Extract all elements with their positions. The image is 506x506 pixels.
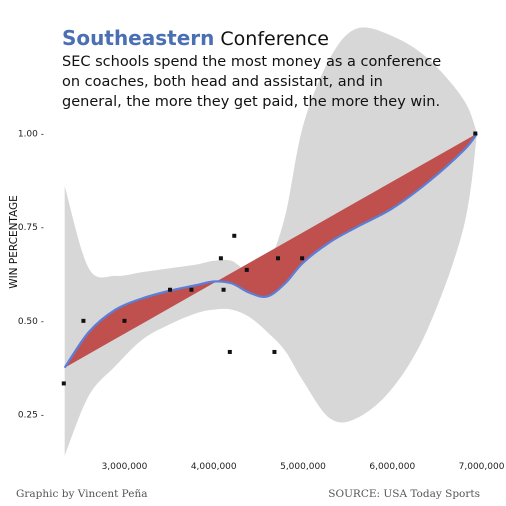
data-point bbox=[221, 287, 226, 292]
y-tick-label: 0.50 - bbox=[18, 317, 44, 327]
fit-difference-area bbox=[64, 133, 478, 368]
graphic-credit: Graphic by Vincent Peña bbox=[16, 488, 148, 500]
title-conference-name: Southeastern bbox=[62, 26, 215, 50]
x-tick-label: 6,000,000 bbox=[369, 462, 415, 472]
chart-title: Southeastern Conference bbox=[62, 26, 329, 50]
confidence-band bbox=[64, 27, 478, 456]
x-tick-label: 7,000,000 bbox=[459, 462, 505, 472]
y-tick-label: 0.75 - bbox=[18, 223, 44, 233]
data-points-layer bbox=[61, 131, 478, 386]
data-point bbox=[244, 267, 249, 272]
fit-difference-layer bbox=[64, 133, 478, 368]
y-tick-label: 1.00 - bbox=[18, 129, 44, 139]
data-point bbox=[81, 318, 86, 323]
source-note: SOURCE: USA Today Sports bbox=[328, 488, 480, 500]
x-tick-label: 3,000,000 bbox=[102, 462, 148, 472]
y-tick-label: 0.25 - bbox=[18, 411, 44, 421]
data-point bbox=[168, 287, 173, 292]
data-point bbox=[272, 349, 277, 354]
data-point bbox=[122, 318, 127, 323]
data-point bbox=[189, 287, 194, 292]
title-conference-word: Conference bbox=[214, 28, 329, 50]
data-point bbox=[473, 131, 478, 136]
x-tick-label: 5,000,000 bbox=[280, 462, 326, 472]
x-tick-label: 4,000,000 bbox=[191, 462, 237, 472]
data-point bbox=[61, 381, 66, 386]
confidence-band-layer bbox=[64, 27, 478, 456]
data-point bbox=[276, 256, 281, 261]
x-axis-ticks: 3,000,000 4,000,000 5,000,000 6,000,000 7,00… bbox=[102, 462, 505, 472]
data-point bbox=[218, 256, 223, 261]
smooth-fit-line bbox=[63, 132, 478, 369]
chart-subtitle: SEC schools spend the most money as a co… bbox=[62, 54, 442, 110]
y-axis-title: WIN PERCENTAGE bbox=[8, 195, 20, 289]
y-axis-ticks: 0.25 - 0.50 - 0.75 - 1.00 - bbox=[18, 129, 44, 420]
data-point bbox=[300, 256, 305, 261]
smooth-fit-layer bbox=[63, 132, 478, 369]
data-point bbox=[232, 233, 237, 238]
data-point bbox=[227, 349, 232, 354]
